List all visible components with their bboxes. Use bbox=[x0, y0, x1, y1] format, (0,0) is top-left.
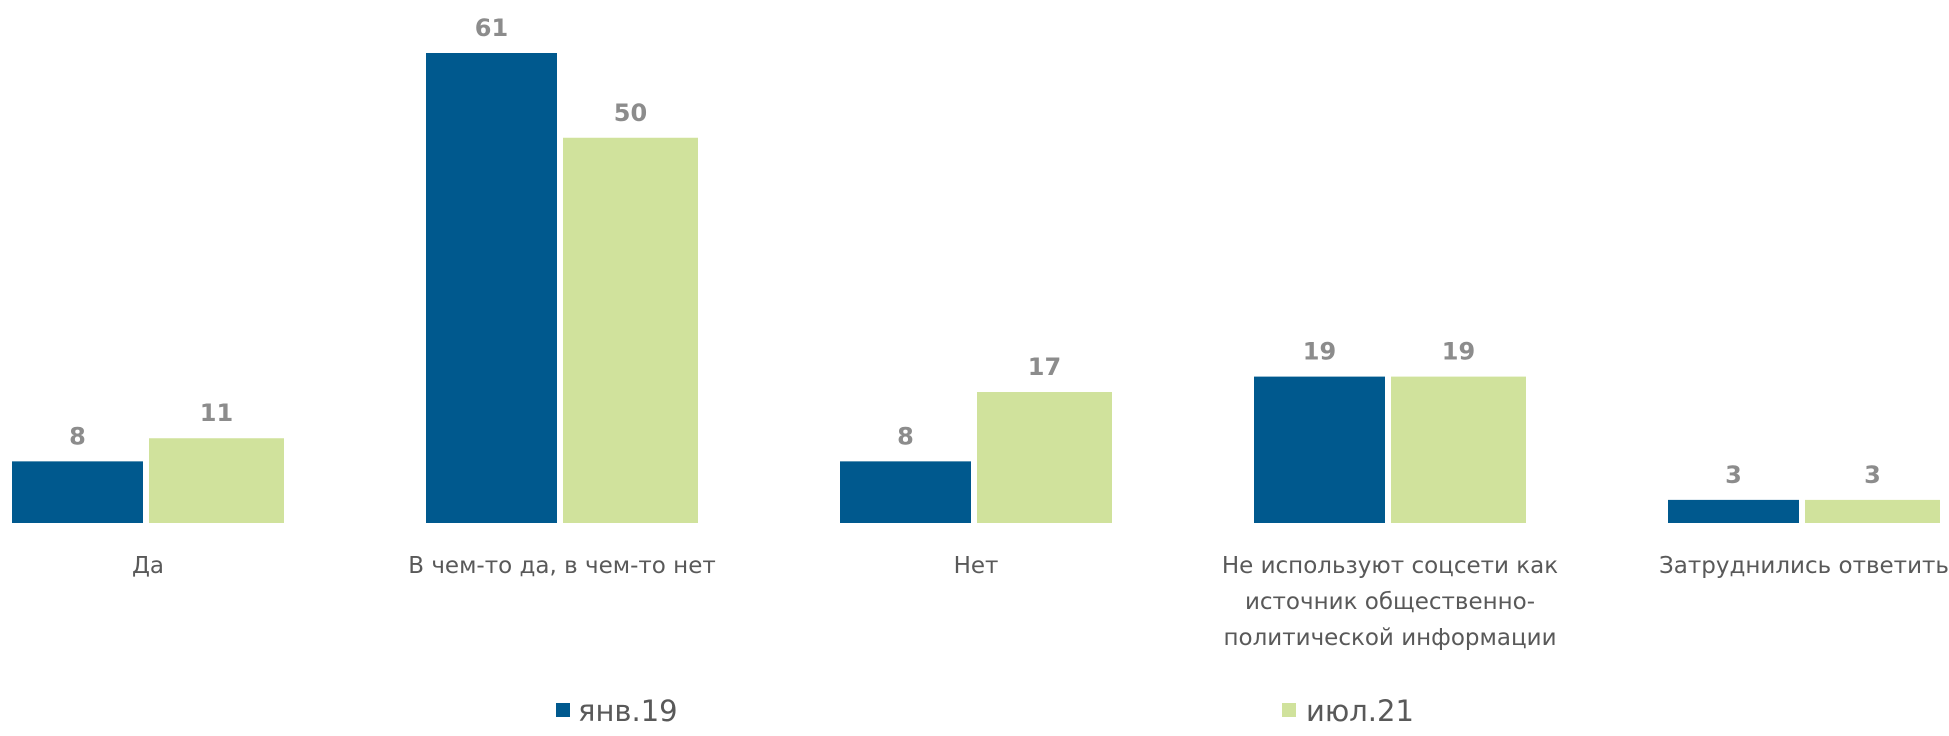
data-label: 50 bbox=[614, 99, 647, 127]
data-label: 8 bbox=[69, 422, 86, 450]
value-labels-layer: 8 11 61 50 8 17 19 19 3 3 bbox=[69, 14, 1881, 489]
data-label: 3 bbox=[1725, 461, 1742, 489]
bar-series2-cat1 bbox=[149, 438, 284, 523]
bars-layer bbox=[12, 53, 1940, 524]
legend: янв.19 июл.21 bbox=[556, 694, 1414, 728]
category-label: Нет bbox=[954, 553, 999, 579]
legend-swatch bbox=[1282, 703, 1296, 717]
data-label: 3 bbox=[1864, 461, 1881, 489]
bar-series1-cat4 bbox=[1254, 376, 1385, 523]
data-label: 61 bbox=[475, 14, 508, 42]
category-label: В чем-то да, в чем-то нет bbox=[408, 553, 716, 579]
bar-series2-cat3 bbox=[977, 392, 1112, 523]
bar-series1-cat2 bbox=[426, 53, 557, 523]
data-label: 11 bbox=[200, 399, 233, 427]
bar-series2-cat5 bbox=[1805, 499, 1940, 523]
category-label: Затруднились ответить bbox=[1659, 553, 1949, 579]
bar-series1-cat1 bbox=[12, 461, 143, 523]
bar-series2-cat4 bbox=[1391, 376, 1526, 523]
data-label: 8 bbox=[897, 422, 914, 450]
bar-series2-cat2 bbox=[563, 137, 698, 524]
data-label: 19 bbox=[1303, 338, 1336, 366]
legend-label: янв.19 bbox=[578, 694, 678, 728]
bar-series1-cat5 bbox=[1668, 499, 1799, 523]
category-labels-layer: Да В чем-то да, в чем-то нет Нет Не использ… bbox=[132, 553, 1949, 651]
legend-swatch bbox=[556, 703, 570, 717]
category-label: Да bbox=[132, 553, 164, 579]
legend-label: июл.21 bbox=[1306, 694, 1414, 728]
bar-series1-cat3 bbox=[840, 461, 971, 523]
data-label: 17 bbox=[1028, 353, 1061, 381]
data-label: 19 bbox=[1442, 338, 1475, 366]
category-label: Не используют соцсети как источник общест… bbox=[1222, 553, 1558, 651]
